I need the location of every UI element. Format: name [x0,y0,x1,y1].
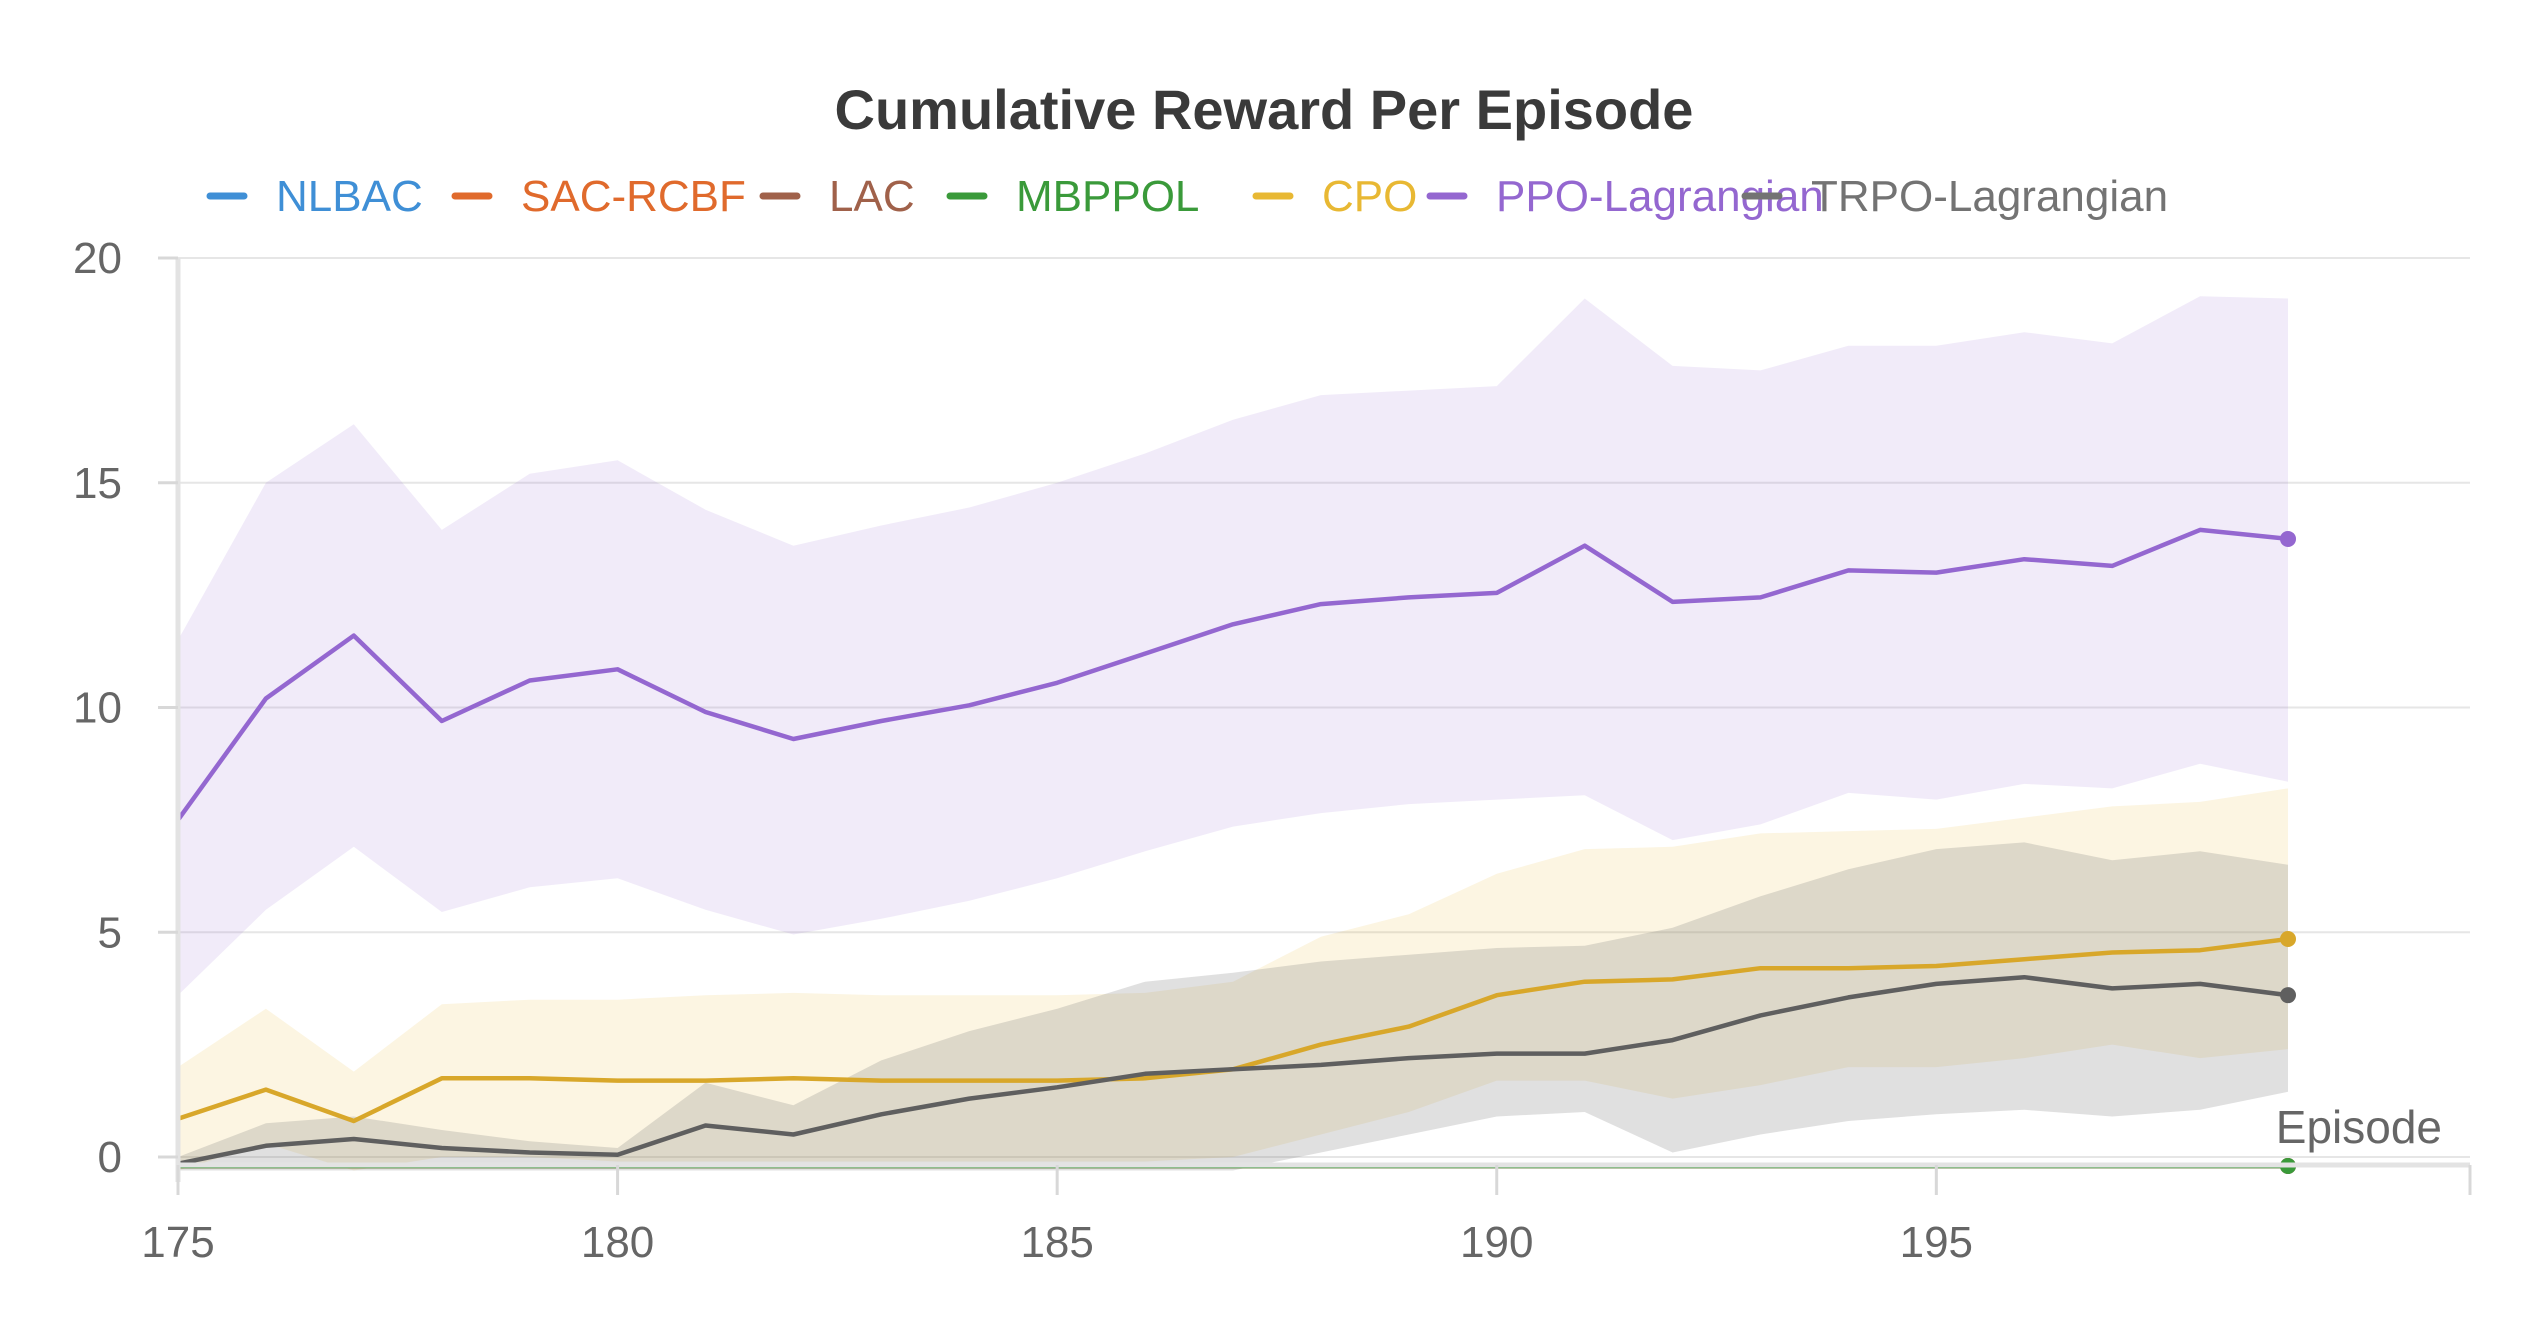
endpoint-trpo-lagrangian [2280,987,2296,1004]
legend-label-mbppol: MBPPOL [1016,172,1199,221]
axes: 0 5 10 15 20 175 180 185 190 195 [73,234,2472,1267]
y-tick-label: 5 [98,908,122,957]
chart-title: Cumulative Reward Per Episode [835,78,1694,141]
confidence-bands [178,296,2288,1171]
y-tick-label: 10 [73,684,122,733]
grid [178,257,2470,1158]
line-ppo-lagrangian [176,527,2289,822]
x-tick-label: 195 [1900,1218,1973,1267]
legend-label-cpo: CPO [1322,172,1417,221]
band-cpo [178,788,2288,1171]
x-tick-label: 175 [141,1218,214,1267]
x-tick-label: 190 [1460,1218,1533,1267]
endpoint-cpo [2280,930,2296,947]
legend-label-trpo-lagrangian: TRPO-Lagrangian [1811,172,2168,221]
legend-label-sac-rcbf: SAC-RCBF [521,172,746,221]
band-trpo-lagrangian [178,842,2288,1171]
legend-label-nlbac: NLBAC [276,172,423,221]
y-tick-label: 20 [73,234,122,283]
x-tick-label: 180 [581,1218,654,1267]
band-ppo-lagrangian [178,296,2288,996]
y-tick-label: 15 [73,459,122,508]
x-axis-label: Episode [2276,1101,2442,1153]
line-trpo-lagrangian [177,974,2289,1166]
legend-label-lac: LAC [829,172,915,221]
x-tick-label: 185 [1020,1218,1093,1267]
legend: NLBAC SAC-RCBF LAC MBPPOL CPO PPO-LagrangianT… [206,172,2168,221]
endpoint-ppo-lagrangian [2280,530,2296,547]
y-tick-label: 0 [98,1133,122,1182]
